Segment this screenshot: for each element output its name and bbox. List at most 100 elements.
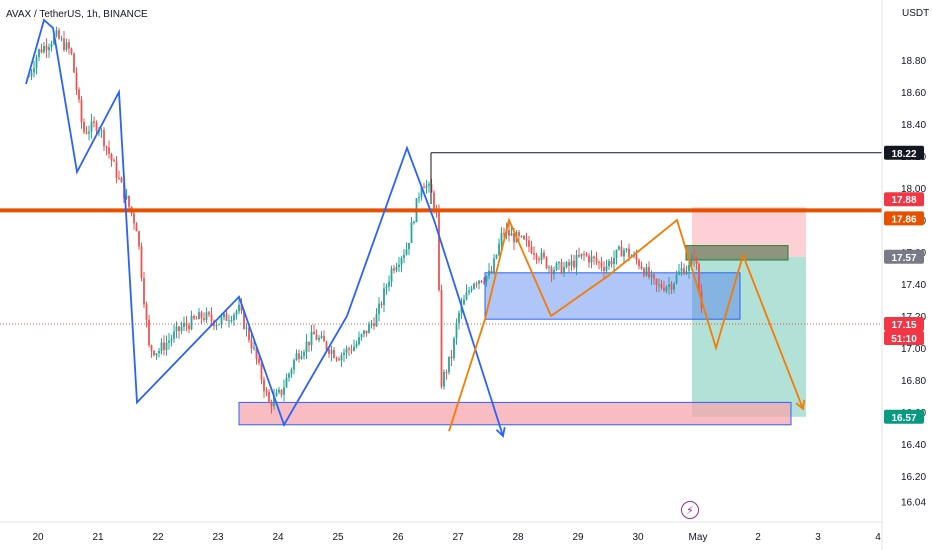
candle-body (680, 268, 683, 272)
candle-body (50, 43, 53, 48)
price-tick-label: 18.80 (901, 56, 926, 67)
candle-body (650, 274, 653, 278)
candle-body (573, 260, 575, 268)
candle-body (133, 213, 135, 224)
candle-body (355, 344, 358, 347)
candle-body (483, 281, 485, 283)
candle-body (128, 195, 130, 207)
candle-body (380, 303, 383, 306)
price-badge-label: 17.86 (891, 214, 916, 225)
candle-body (255, 347, 258, 359)
candle-body (400, 258, 403, 265)
candle-body (383, 288, 385, 306)
candle-body (100, 130, 103, 132)
candle-body (190, 315, 193, 330)
candle-body (583, 253, 585, 255)
time-tick-label: 30 (632, 532, 644, 543)
price-tick-label: 18.60 (901, 88, 926, 99)
candle-body (585, 254, 588, 256)
candle-body (565, 262, 568, 267)
candle-body (603, 267, 605, 271)
candle-body (450, 356, 453, 359)
candle-body (305, 341, 308, 353)
candle-body (643, 268, 645, 276)
candle-body (418, 196, 420, 199)
candle-body (265, 391, 268, 393)
price-tick-label: 16.20 (901, 472, 926, 483)
candle-body (598, 261, 600, 263)
candle-body (350, 349, 353, 351)
candle-body (68, 42, 70, 49)
candle-body (378, 303, 380, 315)
candle-body (525, 239, 528, 241)
candle-body (390, 268, 393, 282)
waves-layer (25, 18, 806, 438)
price-axis[interactable]: 18.8018.6018.4018.2018.0017.8017.6017.40… (901, 56, 926, 509)
candle-body (108, 147, 110, 154)
candle-body (455, 322, 458, 339)
candle-body (65, 42, 68, 50)
candle-body (473, 283, 475, 289)
candle-body (40, 49, 43, 53)
candle-body (75, 72, 78, 90)
candle-body (73, 53, 75, 73)
candle-body (475, 283, 478, 285)
candle-body (93, 121, 95, 123)
candle-body (373, 323, 375, 327)
candle-body (470, 288, 473, 291)
candle-body (168, 340, 170, 343)
candle-body (165, 342, 168, 351)
candle-body (495, 254, 498, 259)
candle-body (368, 324, 370, 334)
candle-body (443, 371, 445, 387)
candle-body (35, 57, 38, 69)
candle-body (203, 318, 205, 320)
blue-wave-projection-arrowhead (495, 426, 506, 438)
lightning-icon[interactable]: ⚡ (681, 501, 699, 519)
candle-body (193, 315, 195, 319)
candle-body (145, 304, 148, 320)
candle-body (445, 371, 448, 373)
candle-body (250, 340, 253, 349)
candle-body (310, 331, 313, 346)
candle-body (463, 299, 465, 305)
symbol-title[interactable]: AVAX / TetherUS, 1h, BINANCE (6, 9, 148, 20)
candle-body (38, 49, 40, 58)
candle-body (48, 47, 50, 51)
time-tick-label: 26 (392, 532, 404, 543)
candle-body (278, 389, 280, 393)
candle-body (685, 271, 688, 275)
candle-body (143, 278, 145, 305)
candle-body (500, 232, 503, 244)
candle-body (320, 335, 323, 338)
candle-body (468, 290, 470, 293)
time-axis[interactable]: 20 21 22 23 24 25 26 27 28 29 30 May 2 3 4 (32, 532, 881, 543)
candle-body (188, 325, 190, 330)
candle-body (420, 187, 423, 197)
candle-body (490, 270, 493, 273)
candle-body (520, 236, 523, 238)
candle-body (478, 280, 480, 284)
candle-body (688, 264, 690, 272)
candle-body (693, 256, 695, 260)
candle-body (580, 253, 583, 257)
candle-body (78, 89, 80, 100)
candle-body (120, 177, 123, 183)
candle-body (348, 348, 350, 350)
entry-zone (685, 245, 789, 261)
candle-body (678, 271, 680, 275)
candle-body (205, 312, 208, 320)
candle-body (148, 319, 150, 346)
candle-body (83, 122, 85, 133)
candle-body (623, 250, 625, 257)
candle-body (170, 338, 173, 341)
currency-label: USDT (902, 8, 930, 19)
candle-body (433, 192, 435, 210)
price-tick-label: 16.80 (901, 376, 926, 387)
candle-body (260, 362, 263, 380)
candle-body (635, 255, 638, 261)
candle-body (615, 249, 618, 258)
price-badge (884, 317, 924, 331)
candle-body (125, 195, 128, 199)
